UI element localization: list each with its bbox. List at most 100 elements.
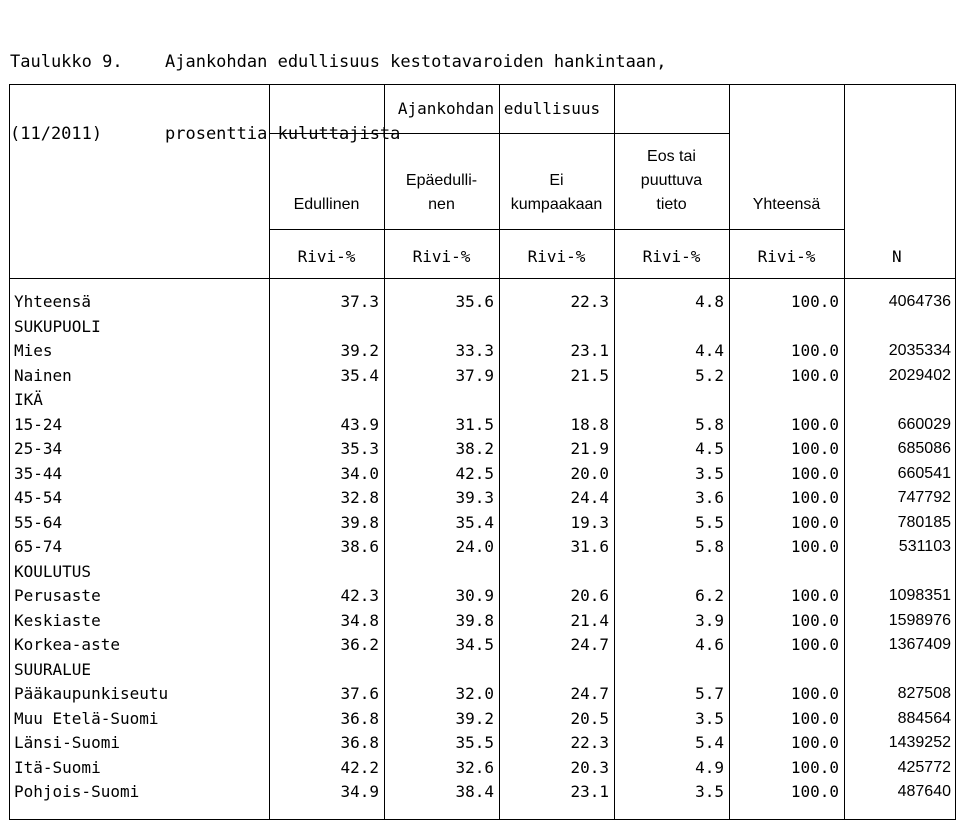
cell-value: 100.0	[790, 782, 839, 801]
row-label: Perusaste	[14, 586, 101, 605]
row-label: 65-74	[14, 537, 63, 556]
cell-value: 30.9	[455, 586, 494, 605]
cell-value: 20.6	[570, 586, 609, 605]
cell-value: 43.9	[340, 414, 379, 434]
column-header-text: tieto	[656, 196, 687, 213]
cell-value: 34.0	[340, 463, 379, 483]
table-row: Itä-Suomi 42.2 32.6 20.3 4.9 100.0 425772	[10, 756, 955, 781]
cell-value: 32.6	[455, 757, 494, 777]
n-value: 2029402	[888, 366, 951, 384]
table-row: SUKUPUOLI	[10, 315, 955, 340]
cell-value: 100.0	[790, 512, 839, 532]
group-header-rule	[269, 133, 729, 134]
row-label: Muu Etelä-Suomi	[14, 708, 159, 728]
unit-label: Rivi-%	[642, 247, 701, 266]
table-row: 65-74 38.6 24.0 31.6 5.8 100.0 531103	[10, 535, 955, 560]
n-value: 531103	[898, 538, 951, 555]
cell-value: 4.8	[695, 292, 724, 311]
row-label: Pohjois-Suomi	[14, 782, 140, 801]
cell-value: 39.8	[455, 610, 494, 630]
cell-value: 4.5	[695, 439, 724, 458]
table-title-line1: Ajankohdan edullisuus kestotavaroiden ha…	[165, 52, 667, 72]
cell-value: 39.2	[340, 341, 379, 360]
cell-value: 4.4	[695, 341, 724, 360]
row-label: Pääkaupunkiseutu	[14, 684, 169, 703]
row-label: SUURALUE	[14, 659, 92, 679]
unit-label: Rivi-%	[527, 247, 586, 266]
cell-value: 24.4	[570, 488, 609, 507]
cell-value: 39.8	[340, 512, 379, 532]
cell-value: 36.8	[340, 708, 379, 728]
row-label: Korkea-aste	[14, 635, 120, 654]
n-value: 2035334	[888, 342, 951, 359]
cell-value: 5.4	[695, 733, 724, 752]
row-label: SUKUPUOLI	[14, 316, 101, 336]
cell-value: 31.6	[570, 537, 609, 556]
table-row: IKÄ	[10, 388, 955, 413]
cell-value: 100.0	[790, 488, 839, 507]
column-divider	[269, 85, 270, 819]
n-value: 1367409	[888, 636, 951, 653]
cell-value: 42.5	[455, 463, 494, 483]
table-row: 55-64 39.8 35.4 19.3 5.5 100.0 780185	[10, 511, 955, 536]
table-row: 45-54 32.8 39.3 24.4 3.6 100.0 747792	[10, 486, 955, 511]
n-column-header: N	[892, 247, 902, 266]
cell-value: 19.3	[570, 512, 609, 532]
n-value: 487640	[897, 783, 951, 800]
cell-value: 100.0	[790, 635, 839, 654]
column-divider	[614, 85, 615, 819]
cell-value: 3.5	[695, 782, 724, 801]
cell-value: 42.2	[340, 757, 379, 777]
row-label: KOULUTUS	[14, 561, 92, 581]
cell-value: 34.5	[455, 635, 494, 654]
cell-value: 33.3	[455, 341, 494, 360]
cell-value: 100.0	[790, 586, 839, 605]
cell-value: 37.6	[340, 684, 379, 703]
cell-value: 38.4	[455, 782, 494, 801]
unit-label: Rivi-%	[757, 247, 816, 266]
table-row: Korkea-aste 36.2 34.5 24.7 4.6 100.0 1367409	[10, 633, 955, 658]
table-title: Ajankohdan edullisuus kestotavaroiden ha…	[165, 2, 945, 194]
column-divider	[844, 85, 845, 819]
cell-value: 100.0	[790, 341, 839, 360]
unit-label: Rivi-%	[297, 247, 356, 266]
n-value: 660541	[897, 464, 951, 482]
n-value: 1598976	[888, 611, 951, 629]
table-row: Nainen 35.4 37.9 21.5 5.2 100.0 2029402	[10, 364, 955, 389]
table-row: Länsi-Suomi 36.8 35.5 22.3 5.4 100.0 1439252	[10, 731, 955, 756]
table-row: 25-34 35.3 38.2 21.9 4.5 100.0 685086	[10, 437, 955, 462]
cell-value: 5.2	[695, 365, 724, 385]
cell-value: 38.2	[455, 439, 494, 458]
cell-value: 21.9	[570, 439, 609, 458]
cell-value: 5.7	[695, 684, 724, 703]
group-header: Ajankohdan edullisuus	[397, 99, 601, 118]
table-row: Pohjois-Suomi 34.9 38.4 23.1 3.5 100.0 487640	[10, 780, 955, 805]
cell-value: 42.3	[340, 586, 379, 605]
table-row: KOULUTUS	[10, 560, 955, 585]
cell-value: 3.6	[695, 488, 724, 507]
cell-value: 24.7	[570, 684, 609, 703]
column-header-text: nen	[428, 196, 455, 213]
n-value: 685086	[897, 440, 951, 457]
cell-value: 23.1	[570, 782, 609, 801]
table-row: Mies 39.2 33.3 23.1 4.4 100.0 2035334	[10, 339, 955, 364]
row-label: Itä-Suomi	[14, 757, 101, 777]
table-row: SUURALUE	[10, 658, 955, 683]
row-label: Länsi-Suomi	[14, 733, 120, 752]
n-value: 425772	[897, 758, 951, 776]
cell-value: 20.5	[570, 708, 609, 728]
cell-value: 24.7	[570, 635, 609, 654]
cell-value: 22.3	[570, 733, 609, 752]
cell-value: 100.0	[790, 463, 839, 483]
cell-value: 100.0	[790, 439, 839, 458]
cell-value: 37.9	[455, 365, 494, 385]
cell-value: 4.9	[695, 757, 724, 777]
cell-value: 32.8	[340, 488, 379, 507]
cell-value: 100.0	[790, 365, 839, 385]
cell-value: 35.4	[340, 365, 379, 385]
cell-value: 39.3	[455, 488, 494, 507]
column-divider	[384, 85, 385, 819]
table-number: Taulukko 9. (11/2011)	[10, 2, 160, 194]
table-row: Muu Etelä-Suomi 36.8 39.2 20.5 3.5 100.0 88456…	[10, 707, 955, 732]
cell-value: 20.0	[570, 463, 609, 483]
